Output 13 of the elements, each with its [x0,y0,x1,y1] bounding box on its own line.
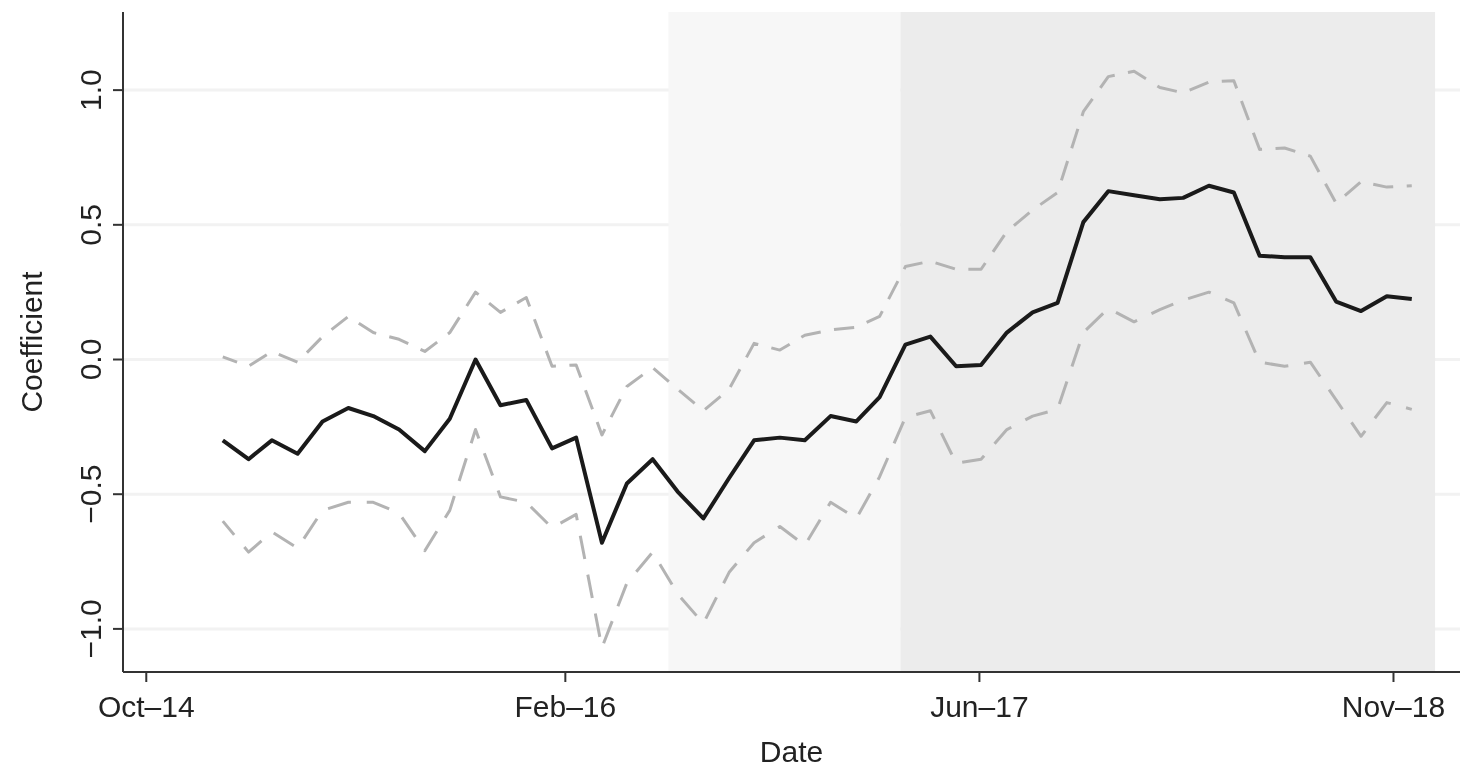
x-tick-label: Jun–17 [930,690,1029,723]
y-tick-label: 0.5 [74,203,107,246]
y-tick-label: −0.5 [74,464,107,524]
y-axis-title: Coefficient [15,270,48,413]
x-tick-label: Feb–16 [514,690,617,723]
x-tick-label: Nov–18 [1341,690,1446,723]
x-axis-title: Date [759,735,824,768]
y-tick-label: 0.0 [74,338,107,381]
y-tick-label: 1.0 [74,69,107,111]
y-tick-label: −1.0 [74,599,107,659]
line-series [221,69,1414,437]
x-tick-label: Oct–14 [97,690,195,723]
line-series [220,183,1414,545]
